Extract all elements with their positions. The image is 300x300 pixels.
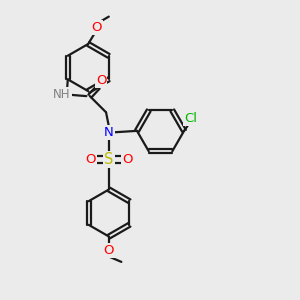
Text: N: N [104,126,114,139]
Text: NH: NH [53,88,70,101]
Text: Cl: Cl [184,112,197,125]
Text: O: O [122,153,133,166]
Text: O: O [104,244,114,257]
Text: O: O [85,153,96,166]
Text: O: O [91,21,102,34]
Text: S: S [104,152,114,167]
Text: O: O [96,74,106,87]
